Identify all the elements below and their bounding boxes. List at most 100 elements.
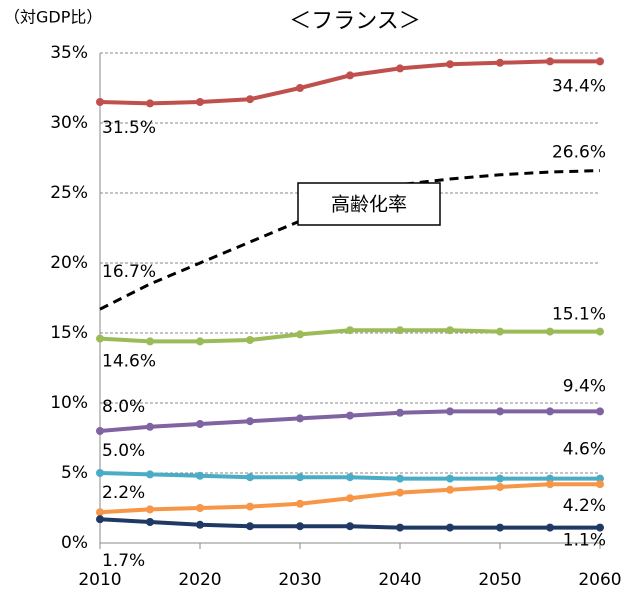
point xyxy=(496,474,504,483)
point xyxy=(496,58,504,67)
point xyxy=(546,57,554,66)
point xyxy=(196,471,204,480)
point xyxy=(96,334,104,343)
data-label: 2.2% xyxy=(102,483,145,503)
point xyxy=(346,473,354,482)
y-tick-label: 20% xyxy=(50,253,88,273)
point xyxy=(296,330,304,339)
point xyxy=(96,515,104,524)
y-tick-label: 25% xyxy=(50,183,88,203)
point xyxy=(596,523,604,532)
series-line xyxy=(99,59,600,106)
point xyxy=(196,337,204,346)
point xyxy=(146,505,154,514)
point xyxy=(446,326,454,335)
point xyxy=(96,98,104,106)
point xyxy=(396,326,404,335)
point xyxy=(346,326,354,335)
point xyxy=(396,488,404,497)
data-label: 1.7% xyxy=(102,551,145,571)
data-label: 26.6% xyxy=(552,143,606,163)
point xyxy=(596,407,604,416)
y-tick-label: 10% xyxy=(50,393,88,413)
x-tick-label: 2050 xyxy=(478,570,521,590)
data-label: 5.0% xyxy=(102,441,145,461)
point xyxy=(496,407,504,416)
x-tick-label: 2060 xyxy=(578,570,621,590)
data-label: 4.6% xyxy=(563,440,606,460)
chart-title: ＜フランス＞ xyxy=(289,9,421,34)
data-label: 8.0% xyxy=(102,397,145,417)
point xyxy=(96,427,104,435)
point xyxy=(246,417,254,426)
point xyxy=(346,494,354,503)
point xyxy=(146,518,154,526)
point xyxy=(546,327,554,336)
point xyxy=(396,474,404,483)
y-tick-label: 15% xyxy=(50,323,88,343)
point xyxy=(196,520,204,529)
y-tick-label: 5% xyxy=(61,463,88,483)
point xyxy=(196,98,204,106)
point xyxy=(146,99,154,108)
point xyxy=(146,337,154,346)
data-label: 31.5% xyxy=(102,118,156,138)
data-label: 9.4% xyxy=(563,376,606,396)
point xyxy=(446,485,454,494)
point xyxy=(296,499,304,508)
x-tick-label: 2030 xyxy=(278,570,321,590)
data-label: 14.6% xyxy=(102,352,156,372)
point xyxy=(196,504,204,512)
point xyxy=(296,473,304,482)
point xyxy=(446,523,454,532)
point xyxy=(246,95,254,104)
point xyxy=(546,480,554,489)
point xyxy=(146,422,154,431)
y-tick-label: 30% xyxy=(50,113,88,133)
point xyxy=(346,522,354,531)
point xyxy=(596,57,604,66)
point xyxy=(246,502,254,511)
y-tick-label: 35% xyxy=(50,43,88,63)
point xyxy=(596,474,604,483)
point xyxy=(246,473,254,482)
point xyxy=(596,480,604,489)
point xyxy=(96,508,104,517)
point xyxy=(346,411,354,420)
data-label: 16.7% xyxy=(102,262,156,282)
annotation-box xyxy=(297,182,441,226)
point xyxy=(446,60,454,69)
point xyxy=(246,336,254,344)
point xyxy=(196,420,204,428)
point xyxy=(296,414,304,423)
point xyxy=(396,64,404,73)
point xyxy=(446,474,454,483)
point xyxy=(396,408,404,417)
data-label: 1.1% xyxy=(563,531,606,551)
annotation: 高齢化率 xyxy=(331,194,407,216)
y-tick-label: 0% xyxy=(61,533,88,553)
point xyxy=(496,327,504,336)
point xyxy=(296,522,304,531)
point xyxy=(596,327,604,336)
point xyxy=(546,523,554,532)
point xyxy=(496,523,504,532)
y-axis-label: （対GDP比） xyxy=(4,8,102,27)
point xyxy=(546,474,554,483)
data-label: 15.1% xyxy=(552,305,606,325)
data-label: 34.4% xyxy=(552,76,606,96)
point xyxy=(496,483,504,491)
point xyxy=(96,469,104,477)
point xyxy=(146,470,154,479)
point xyxy=(546,407,554,416)
data-label: 4.2% xyxy=(563,496,606,516)
point xyxy=(296,84,304,92)
point xyxy=(446,407,454,416)
x-tick-label: 2010 xyxy=(78,570,121,590)
point xyxy=(396,523,404,532)
point xyxy=(246,522,254,531)
x-tick-label: 2040 xyxy=(378,570,421,590)
x-tick-label: 2020 xyxy=(178,570,221,590)
point xyxy=(346,71,354,80)
